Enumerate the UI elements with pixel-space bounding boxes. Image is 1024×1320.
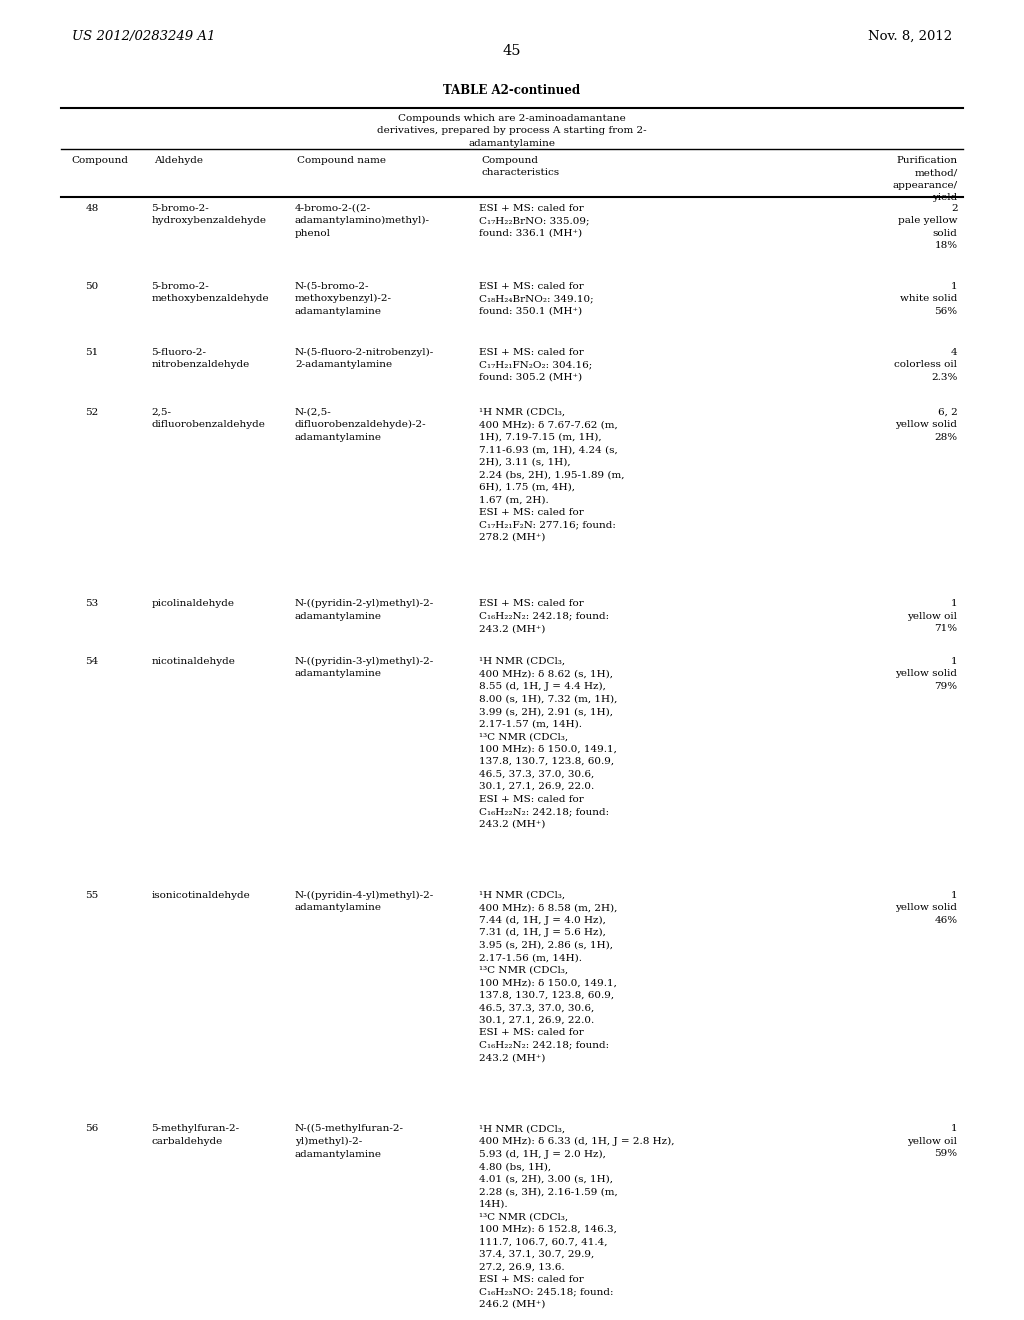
- Text: N-((pyridin-4-yl)methyl)-2-
adamantylamine: N-((pyridin-4-yl)methyl)-2- adamantylami…: [295, 891, 434, 912]
- Text: 54: 54: [86, 657, 98, 665]
- Text: 4-bromo-2-((2-
adamantylamino)methyl)-
phenol: 4-bromo-2-((2- adamantylamino)methyl)- p…: [295, 203, 430, 238]
- Text: Compound: Compound: [72, 156, 129, 165]
- Text: ESI + MS: caled for
C₁₇H₂₂BrNO: 335.09;
found: 336.1 (MH⁺): ESI + MS: caled for C₁₇H₂₂BrNO: 335.09; …: [479, 203, 590, 238]
- Text: 48: 48: [86, 203, 98, 213]
- Text: 5-fluoro-2-
nitrobenzaldehyde: 5-fluoro-2- nitrobenzaldehyde: [152, 347, 250, 370]
- Text: 51: 51: [86, 347, 98, 356]
- Text: Compound
characteristics: Compound characteristics: [481, 156, 559, 177]
- Text: Compound name: Compound name: [297, 156, 386, 165]
- Text: 45: 45: [503, 45, 521, 58]
- Text: 52: 52: [86, 408, 98, 417]
- Text: 2
pale yellow
solid
18%: 2 pale yellow solid 18%: [898, 203, 957, 251]
- Text: TABLE A2-continued: TABLE A2-continued: [443, 84, 581, 96]
- Text: 4
colorless oil
2.3%: 4 colorless oil 2.3%: [894, 347, 957, 381]
- Text: 55: 55: [86, 891, 98, 900]
- Text: 5-bromo-2-
hydroxybenzaldehyde: 5-bromo-2- hydroxybenzaldehyde: [152, 203, 266, 226]
- Text: 1
yellow oil
71%: 1 yellow oil 71%: [907, 599, 957, 634]
- Text: ¹H NMR (CDCl₃,
400 MHz): δ 8.62 (s, 1H),
8.55 (d, 1H, J = 4.4 Hz),
8.00 (s, 1H),: ¹H NMR (CDCl₃, 400 MHz): δ 8.62 (s, 1H),…: [479, 657, 617, 829]
- Text: ¹H NMR (CDCl₃,
400 MHz): δ 8.58 (m, 2H),
7.44 (d, 1H, J = 4.0 Hz),
7.31 (d, 1H, : ¹H NMR (CDCl₃, 400 MHz): δ 8.58 (m, 2H),…: [479, 891, 617, 1063]
- Text: Compounds which are 2-aminoadamantane
derivatives, prepared by process A startin: Compounds which are 2-aminoadamantane de…: [377, 114, 647, 148]
- Text: isonicotinaldehyde: isonicotinaldehyde: [152, 891, 250, 900]
- Text: N-(5-bromo-2-
methoxybenzyl)-2-
adamantylamine: N-(5-bromo-2- methoxybenzyl)-2- adamanty…: [295, 281, 392, 315]
- Text: Aldehyde: Aldehyde: [154, 156, 203, 165]
- Text: N-((pyridin-2-yl)methyl)-2-
adamantylamine: N-((pyridin-2-yl)methyl)-2- adamantylami…: [295, 599, 434, 620]
- Text: 5-methylfuran-2-
carbaldehyde: 5-methylfuran-2- carbaldehyde: [152, 1125, 240, 1146]
- Text: N-(2,5-
difluorobenzaldehyde)-2-
adamantylamine: N-(2,5- difluorobenzaldehyde)-2- adamant…: [295, 408, 427, 442]
- Text: 1
yellow oil
59%: 1 yellow oil 59%: [907, 1125, 957, 1159]
- Text: N-((5-methylfuran-2-
yl)methyl)-2-
adamantylamine: N-((5-methylfuran-2- yl)methyl)-2- adama…: [295, 1125, 403, 1159]
- Text: 5-bromo-2-
methoxybenzaldehyde: 5-bromo-2- methoxybenzaldehyde: [152, 281, 269, 304]
- Text: 1
yellow solid
79%: 1 yellow solid 79%: [895, 657, 957, 690]
- Text: ESI + MS: caled for
C₁₇H₂₁FN₂O₂: 304.16;
found: 305.2 (MH⁺): ESI + MS: caled for C₁₇H₂₁FN₂O₂: 304.16;…: [479, 347, 593, 381]
- Text: 1
white solid
56%: 1 white solid 56%: [900, 281, 957, 315]
- Text: 2,5-
difluorobenzaldehyde: 2,5- difluorobenzaldehyde: [152, 408, 265, 429]
- Text: ESI + MS: caled for
C₁₆H₂₂N₂: 242.18; found:
243.2 (MH⁺): ESI + MS: caled for C₁₆H₂₂N₂: 242.18; fo…: [479, 599, 609, 634]
- Text: picolinaldehyde: picolinaldehyde: [152, 599, 234, 609]
- Text: N-(5-fluoro-2-nitrobenzyl)-
2-adamantylamine: N-(5-fluoro-2-nitrobenzyl)- 2-adamantyla…: [295, 347, 434, 370]
- Text: ¹H NMR (CDCl₃,
400 MHz): δ 7.67-7.62 (m,
1H), 7.19-7.15 (m, 1H),
7.11-6.93 (m, 1: ¹H NMR (CDCl₃, 400 MHz): δ 7.67-7.62 (m,…: [479, 408, 625, 541]
- Text: Purification
method/
appearance/
yield: Purification method/ appearance/ yield: [892, 156, 957, 202]
- Text: 56: 56: [86, 1125, 98, 1134]
- Text: 50: 50: [86, 281, 98, 290]
- Text: N-((pyridin-3-yl)methyl)-2-
adamantylamine: N-((pyridin-3-yl)methyl)-2- adamantylami…: [295, 657, 434, 678]
- Text: ESI + MS: caled for
C₁₈H₂₄BrNO₂: 349.10;
found: 350.1 (MH⁺): ESI + MS: caled for C₁₈H₂₄BrNO₂: 349.10;…: [479, 281, 594, 315]
- Text: Nov. 8, 2012: Nov. 8, 2012: [868, 30, 952, 44]
- Text: 6, 2
yellow solid
28%: 6, 2 yellow solid 28%: [895, 408, 957, 441]
- Text: nicotinaldehyde: nicotinaldehyde: [152, 657, 236, 665]
- Text: 53: 53: [86, 599, 98, 609]
- Text: ¹H NMR (CDCl₃,
400 MHz): δ 6.33 (d, 1H, J = 2.8 Hz),
5.93 (d, 1H, J = 2.0 Hz),
4: ¹H NMR (CDCl₃, 400 MHz): δ 6.33 (d, 1H, …: [479, 1125, 675, 1308]
- Text: US 2012/0283249 A1: US 2012/0283249 A1: [72, 30, 215, 44]
- Text: 1
yellow solid
46%: 1 yellow solid 46%: [895, 891, 957, 924]
